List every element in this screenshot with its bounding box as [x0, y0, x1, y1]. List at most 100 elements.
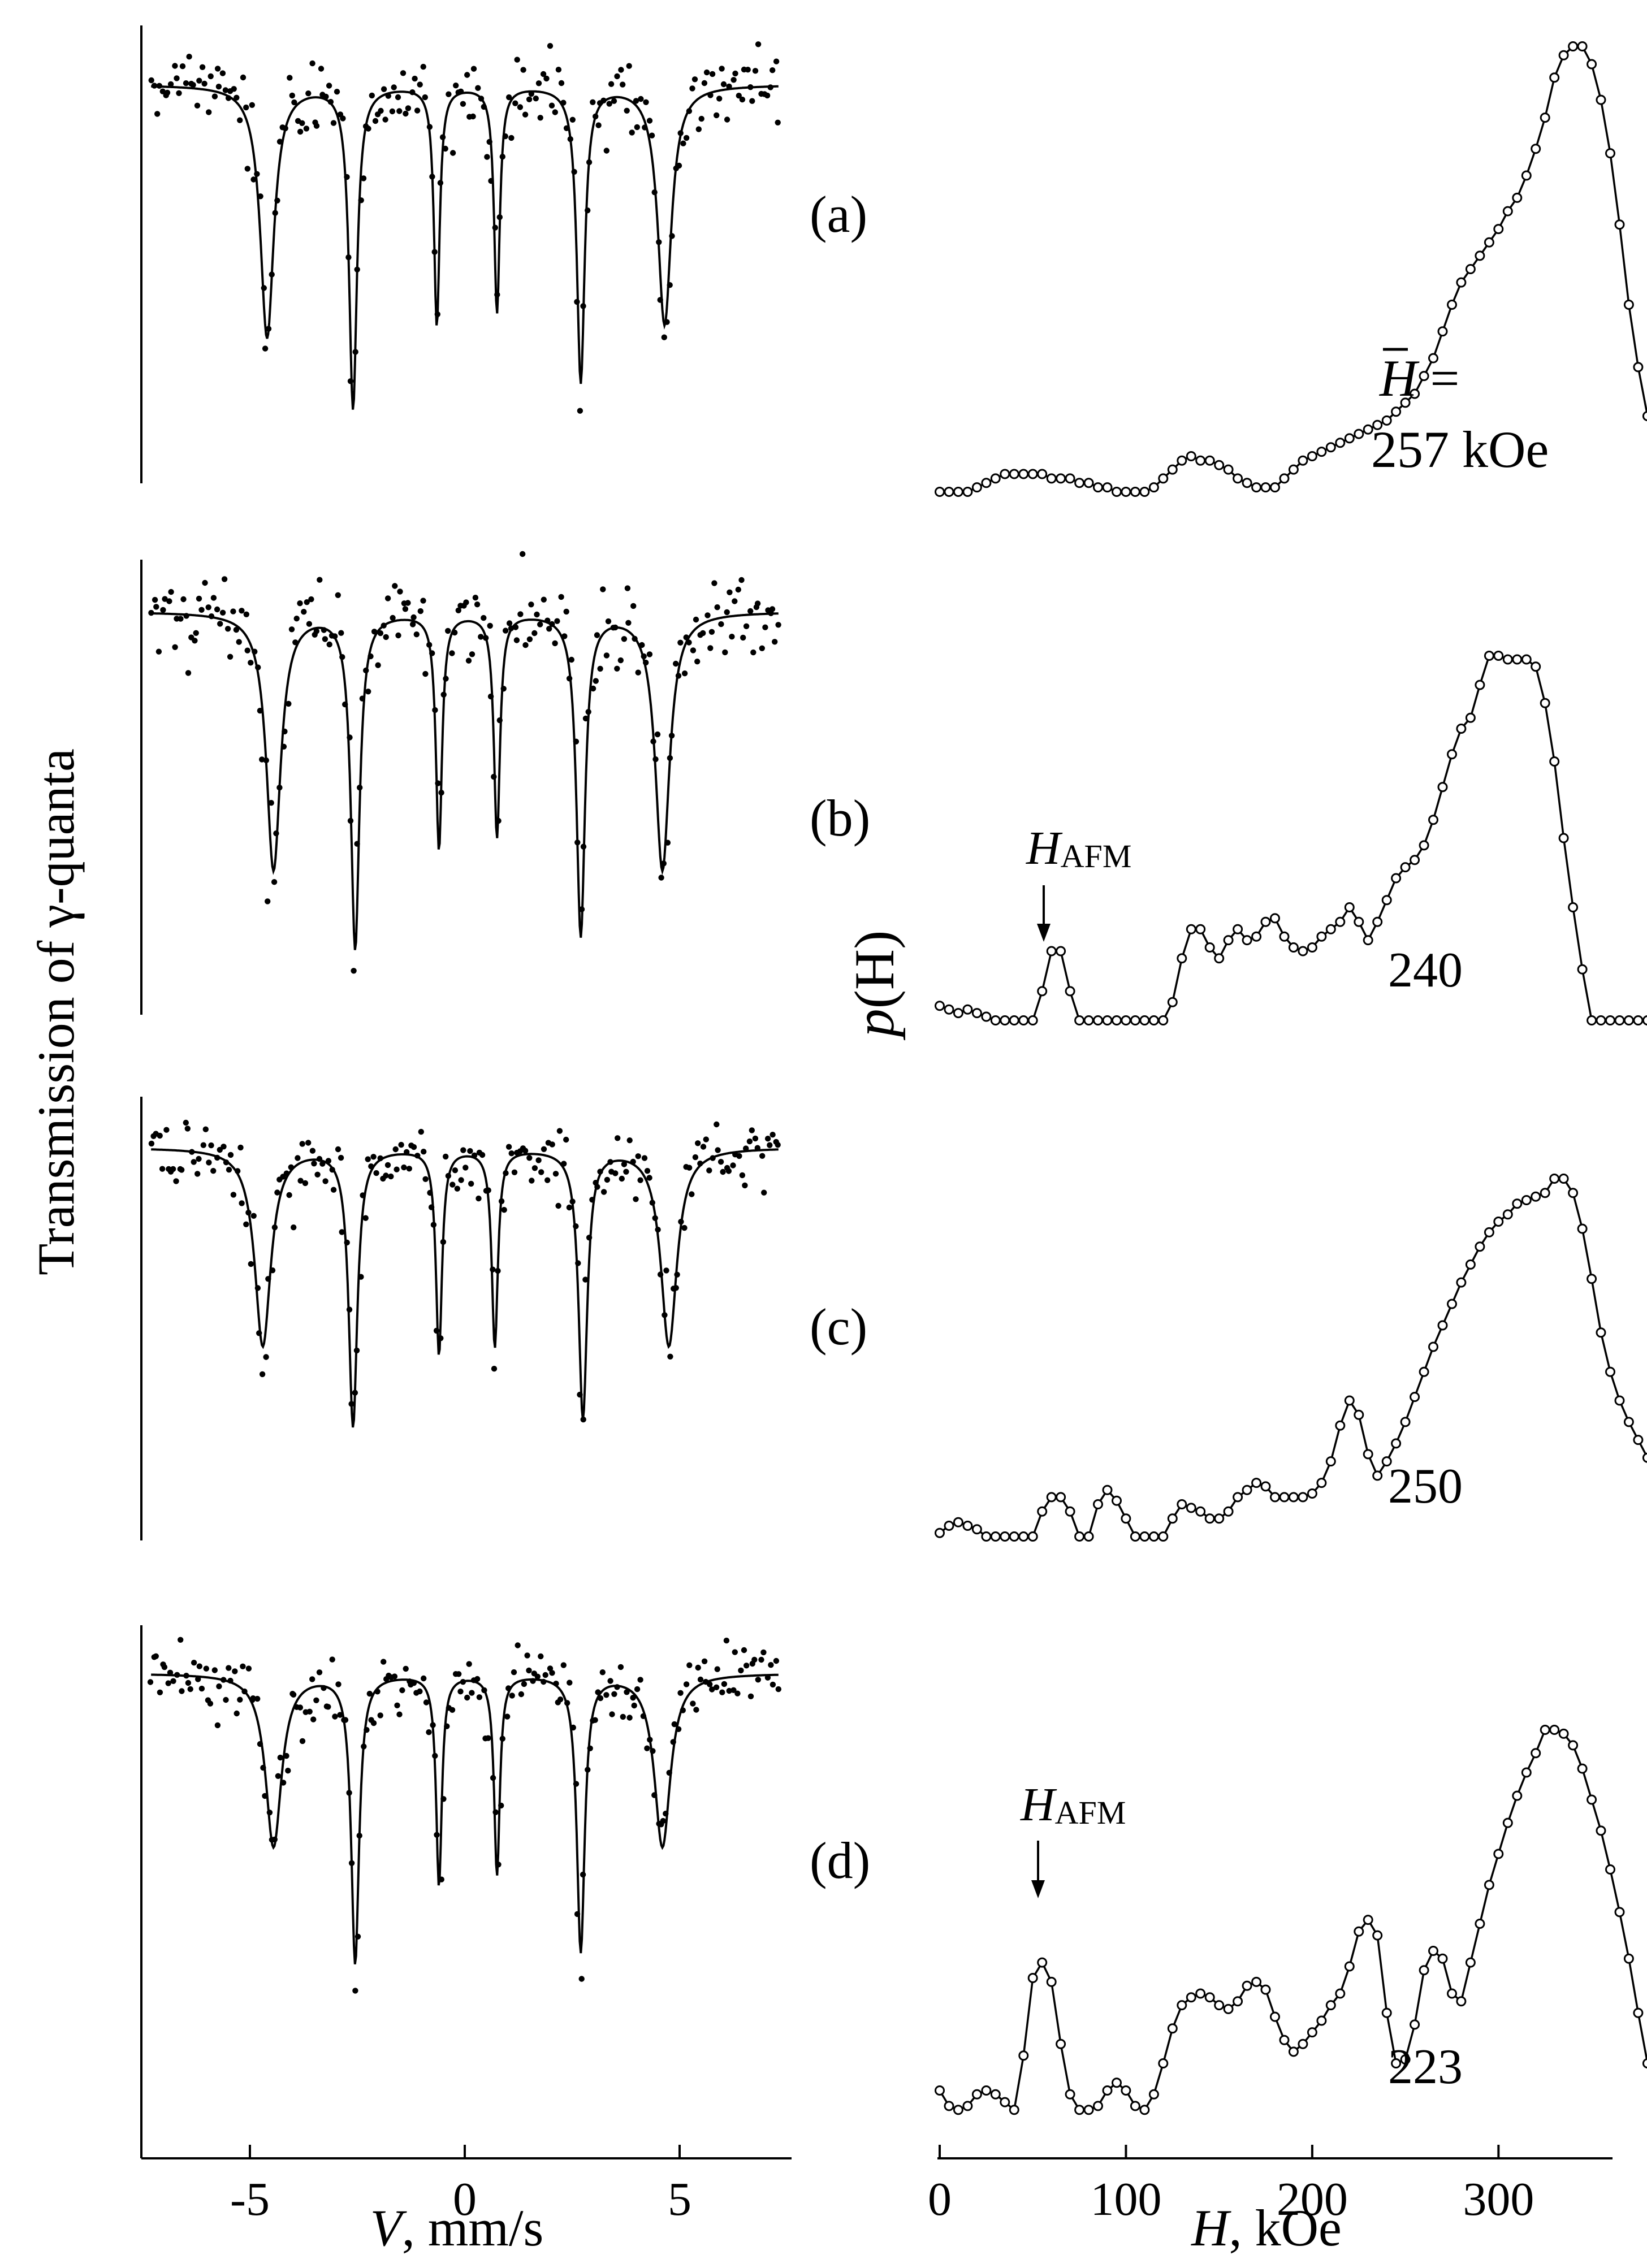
distribution-point [1279, 1492, 1290, 1503]
spectrum-data-point [210, 595, 217, 601]
spectrum-data-point [219, 70, 226, 76]
spectrum-data-point [675, 673, 682, 679]
spectrum-data-point [370, 1720, 377, 1726]
spectrum-data-point [263, 1354, 269, 1360]
spectrum-data-point [438, 1876, 444, 1882]
spectrum-data-point [434, 311, 440, 318]
spectrum-data-point [517, 611, 524, 617]
distribution-point [1596, 1327, 1606, 1338]
spectrum-data-point [413, 631, 420, 638]
distribution-point [1112, 1495, 1122, 1506]
spectrum-data-point [200, 1142, 206, 1148]
distribution-point [1372, 1930, 1383, 1941]
spectrum-data-point [398, 1141, 404, 1148]
distribution-point [1009, 2105, 1019, 2115]
spectrum-data-point [492, 224, 498, 231]
spectrum-data-point [339, 654, 345, 660]
spectrum-data-point [330, 1187, 337, 1193]
spectrum-data-point [700, 630, 706, 637]
spectrum-data-point [383, 1172, 389, 1179]
distribution-point [1410, 2019, 1420, 2030]
spectrum-data-point [491, 1366, 498, 1372]
spectrum-data-point [657, 297, 663, 303]
spectrum-data-point [475, 85, 481, 91]
hafm-label-b: HAFM [1026, 822, 1131, 875]
spectrum-data-point [703, 69, 710, 76]
spectrum-data-point [630, 1158, 636, 1165]
distribution-point [1288, 942, 1299, 953]
spectrum-data-point [690, 1700, 696, 1707]
spectrum-data-point [361, 1743, 367, 1750]
spectrum-data-point [478, 634, 484, 640]
spectrum-data-point [340, 115, 346, 122]
distribution-point [1493, 224, 1504, 235]
spectrum-label: (d) [810, 1832, 870, 1889]
spectrum-data-point [444, 1723, 450, 1729]
distribution-point [1512, 1790, 1523, 1801]
distribution-point [1251, 1478, 1262, 1488]
spectrum-data-point [236, 639, 242, 645]
spectrum-2 [148, 1119, 781, 1428]
distribution-point [953, 1008, 963, 1019]
spectrum-data-point [224, 626, 231, 632]
spectrum-data-point [522, 111, 529, 118]
spectrum-data-point [683, 135, 690, 141]
distribution-point [1009, 469, 1019, 479]
distribution-point [1456, 277, 1467, 288]
spectrum-data-point [430, 1722, 436, 1728]
distribution-point [1130, 2101, 1140, 2111]
spectrum-data-point [528, 601, 534, 608]
distribution-point [1214, 460, 1225, 470]
distribution-point [1437, 1953, 1448, 1964]
spectrum-data-point [377, 1155, 383, 1162]
distribution-point [1605, 1864, 1615, 1875]
spectrum-data-point [335, 1146, 341, 1153]
spectrum-data-point [735, 586, 742, 593]
spectrum-data-point [178, 1637, 184, 1643]
spectrum-data-point [478, 96, 485, 102]
distribution-point [1456, 1277, 1467, 1288]
distribution-point [1419, 1366, 1429, 1377]
spectrum-data-point [635, 669, 641, 676]
spectrum-data-point [457, 88, 464, 94]
spectrum-data-point [344, 174, 350, 180]
right-distribution-plots: 240 250 223 [935, 41, 1647, 2115]
spectrum-data-point [626, 1715, 633, 1721]
spectrum-data-point [707, 1681, 713, 1687]
spectrum-data-point [323, 93, 329, 100]
distribution-point [1642, 1452, 1647, 1463]
distribution-point [1549, 1174, 1560, 1184]
spectrum-data-point [634, 1686, 641, 1693]
spectrum-data-point [330, 120, 337, 126]
distribution-point [1018, 1531, 1029, 1542]
spectrum-data-point [587, 1745, 593, 1751]
spectrum-data-point [299, 1738, 306, 1745]
spectrum-data-point [621, 1161, 628, 1167]
spectrum-data-point [440, 691, 447, 698]
spectrum-data-point [632, 635, 638, 642]
spectrum-data-point [496, 717, 503, 724]
distribution-point [1344, 1961, 1355, 1972]
spectrum-data-point [227, 653, 234, 660]
distribution-point [1148, 1531, 1159, 1542]
spectrum-fit-line [151, 1673, 779, 1964]
spectrum-data-point [426, 642, 433, 648]
spectrum-data-point [594, 1184, 600, 1190]
spectrum-data-point [722, 649, 728, 656]
spectrum-data-point [354, 841, 360, 847]
spectrum-data-point [646, 118, 653, 124]
spectrum-data-point [743, 1663, 750, 1669]
distribution-point [1391, 1438, 1402, 1449]
spectrum-data-point [624, 1689, 630, 1695]
spectrum-data-point [311, 1161, 317, 1167]
distribution-point [1428, 815, 1438, 825]
spectrum-data-point [642, 124, 648, 131]
spectrum-data-point [530, 1678, 536, 1684]
spectrum-data-point [243, 611, 249, 618]
spectrum-data-point [755, 41, 762, 47]
spectrum-data-point [421, 1675, 427, 1682]
distribution-point [1074, 2105, 1085, 2115]
avg-field-value: 250 [1388, 1459, 1463, 1514]
spectrum-data-point [747, 1693, 754, 1699]
distribution-point [1549, 72, 1560, 83]
